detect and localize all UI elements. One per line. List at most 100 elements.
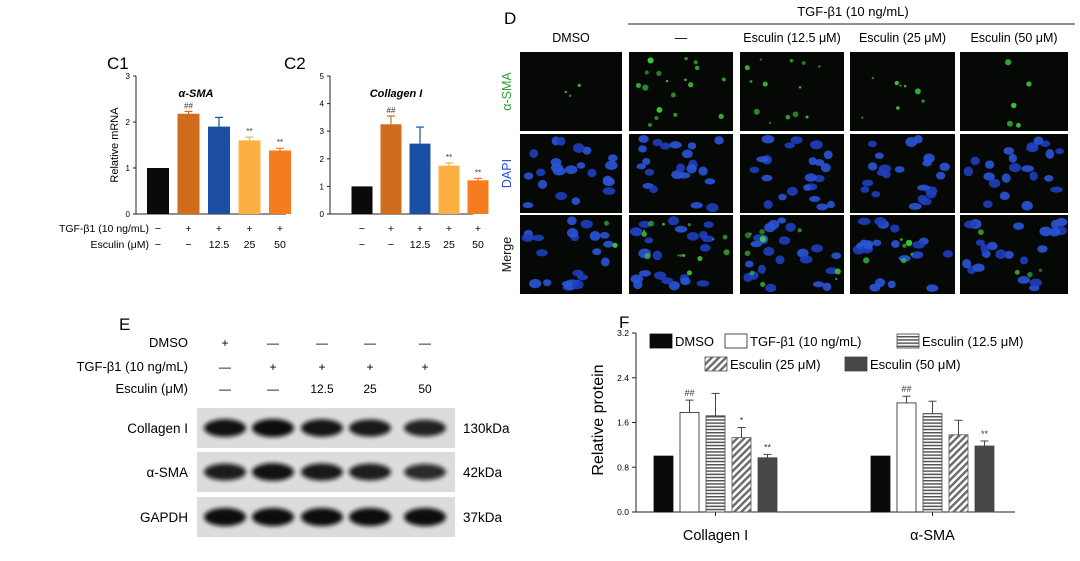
- d-green-signal: [723, 249, 730, 256]
- c2-y-tick-label: 4: [320, 100, 325, 109]
- d-nucleus: [1039, 226, 1053, 237]
- d-green-signal: [744, 250, 751, 257]
- d-green-signal: [647, 57, 654, 64]
- d-nucleus: [922, 159, 932, 167]
- d-nucleus: [894, 166, 905, 173]
- d-column-header: Esculin (50 μM): [970, 31, 1057, 45]
- e-blot-kda: 130kDa: [463, 421, 510, 436]
- f-significance-label: ##: [901, 384, 911, 394]
- d-nucleus: [698, 166, 708, 176]
- d-nucleus: [797, 248, 809, 258]
- d-green-signal: [871, 76, 874, 80]
- f-bar: [948, 434, 969, 513]
- d-nucleus: [812, 281, 825, 288]
- d-nucleus: [831, 252, 842, 260]
- d-green-signal: [564, 90, 567, 94]
- d-green-signal: [899, 84, 902, 87]
- c2-row-tgf-value: +: [417, 223, 423, 235]
- f-x-tick-label: Collagen I: [683, 528, 748, 544]
- f-legend: DMSO TGF-β1 (10 ng/mL) Esculin (12.5 μM) Es…: [649, 333, 1023, 372]
- d-green-signal: [604, 220, 610, 226]
- d-nucleus: [874, 152, 884, 160]
- d-nucleus: [768, 219, 780, 230]
- d-row-labels: α-SMA DAPI Merge: [500, 72, 514, 273]
- d-green-signal: [688, 82, 694, 88]
- d-green-signal: [769, 121, 772, 125]
- d-nucleus: [804, 173, 817, 182]
- d-green-signal: [789, 58, 794, 63]
- f-y-tick-label: 0.8: [617, 462, 629, 472]
- e-treatment-value: +: [269, 360, 276, 374]
- d-green-signal: [648, 220, 655, 227]
- d-nucleus: [763, 246, 775, 257]
- d-green-signal: [687, 223, 691, 227]
- d-green-signal: [785, 114, 791, 120]
- f-legend-swatch: [649, 333, 673, 349]
- chart-c2-collagen-mrna: C2 Collagen I 0 1 2 3 4 5 ## ** **: [284, 54, 489, 219]
- e-treatment-value: +: [318, 360, 325, 374]
- c2-y-tick-label: 1: [320, 182, 325, 191]
- d-nucleus: [1008, 163, 1021, 173]
- panel-d-immunofluorescence: D TGF-β1 (10 ng/mL) DMSO — Esculin (12.5 μ…: [500, 4, 1075, 294]
- d-nucleus: [887, 280, 896, 289]
- d-nucleus: [536, 249, 548, 257]
- d-green-signal: [792, 111, 799, 118]
- d-tile-asma-5: [960, 52, 1068, 131]
- d-nucleus: [1037, 245, 1048, 253]
- d-nucleus: [556, 136, 566, 146]
- d-tile-merge-1: [520, 215, 622, 294]
- d-green-signal: [1027, 271, 1033, 278]
- d-green-signal: [801, 61, 806, 65]
- d-nucleus: [777, 217, 787, 224]
- d-column-header: DMSO: [552, 31, 590, 45]
- d-nucleus: [706, 203, 719, 213]
- d-nucleus: [912, 241, 926, 249]
- d-nucleus: [963, 166, 974, 177]
- d-nucleus: [891, 240, 900, 248]
- e-treatment-value: —: [267, 336, 279, 350]
- panel-label-e: E: [119, 315, 130, 334]
- d-green-signal: [744, 65, 750, 71]
- d-nucleus: [629, 227, 642, 236]
- d-nucleus: [972, 263, 985, 272]
- e-blot-label: α-SMA: [146, 465, 188, 480]
- d-nucleus: [810, 140, 823, 150]
- c2-significance-label: ##: [387, 106, 396, 115]
- c2-row-tgf-value: +: [446, 223, 452, 235]
- e-treatment-label: TGF-β1 (10 ng/mL): [76, 359, 188, 374]
- d-green-signal: [673, 112, 678, 117]
- d-nucleus: [550, 158, 562, 167]
- d-green-signal: [654, 115, 659, 121]
- d-nucleus: [1019, 256, 1029, 265]
- c2-significance-label: **: [475, 168, 481, 177]
- d-tile-merge-4: [850, 215, 955, 294]
- d-green-signal: [805, 115, 809, 119]
- c2-y-tick-label: 0: [320, 210, 325, 219]
- d-tile-dapi-5: [960, 134, 1068, 213]
- e-blot-label: Collagen I: [127, 421, 188, 436]
- d-group-label: TGF-β1 (10 ng/mL): [797, 4, 909, 19]
- e-blot-band: [204, 508, 246, 526]
- d-nucleus: [676, 163, 686, 173]
- c2-y-tick-label: 2: [320, 155, 325, 164]
- d-green-signal: [684, 78, 687, 82]
- f-bars: ##***##**: [653, 384, 995, 513]
- d-green-signal: [894, 80, 899, 86]
- d-nucleus: [988, 178, 1001, 188]
- d-nucleus: [523, 172, 534, 180]
- f-significance-label: ##: [684, 388, 694, 398]
- d-green-signal: [759, 229, 765, 235]
- d-nucleus: [1003, 147, 1014, 155]
- d-nucleus: [704, 178, 716, 185]
- d-nucleus: [638, 220, 651, 228]
- d-nucleus: [942, 250, 953, 258]
- d-nucleus: [869, 283, 881, 292]
- d-nucleus: [638, 135, 649, 143]
- c2-y-tick-label: 5: [320, 72, 325, 81]
- d-nucleus: [529, 149, 539, 158]
- d-nucleus: [999, 191, 1010, 201]
- d-nucleus: [592, 248, 602, 256]
- c1-significance-label: ##: [184, 101, 193, 110]
- d-nucleus: [644, 237, 654, 244]
- c2-row-tgf-value: +: [388, 223, 394, 235]
